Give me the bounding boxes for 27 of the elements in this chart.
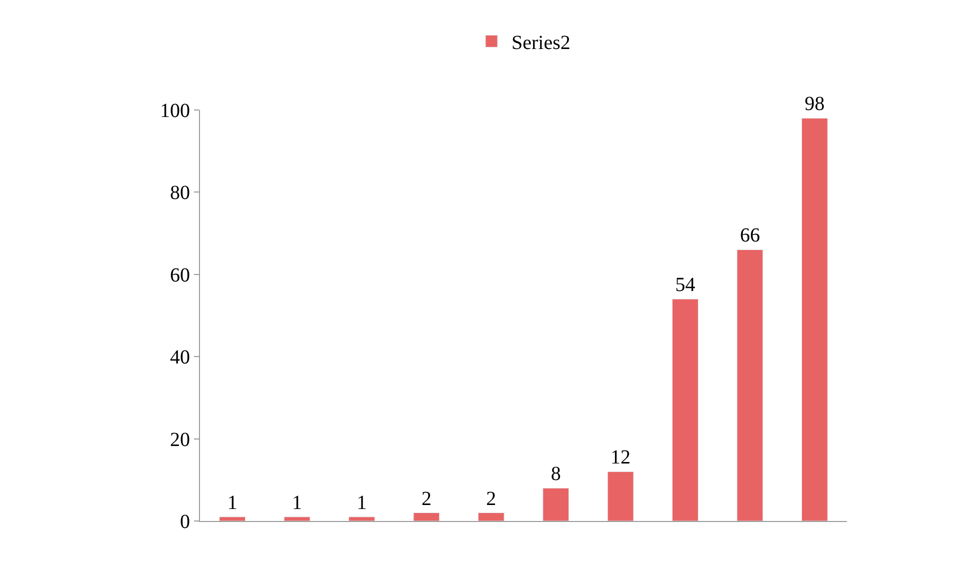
bar <box>284 516 310 521</box>
data-label: 1 <box>227 492 238 514</box>
data-label: 2 <box>486 488 496 510</box>
bar <box>478 512 504 521</box>
bar <box>348 516 375 521</box>
bar <box>413 512 440 521</box>
bar <box>801 118 828 521</box>
data-label: 66 <box>740 224 760 247</box>
data-label: 12 <box>610 446 631 469</box>
bar <box>607 471 634 521</box>
data-label: 1 <box>292 492 302 514</box>
bar <box>219 516 246 521</box>
legend-label: Series2 <box>512 32 570 54</box>
bar <box>542 488 570 521</box>
y-tick-label: 20 <box>170 428 190 451</box>
y-tick-label: 40 <box>170 346 190 369</box>
y-tick-label: 80 <box>170 182 190 204</box>
data-label: 54 <box>675 274 696 296</box>
bar <box>736 249 764 521</box>
bar <box>672 298 698 521</box>
y-tick-label: 100 <box>160 100 190 122</box>
data-label: 2 <box>421 488 432 510</box>
data-label: 8 <box>550 463 561 486</box>
data-label: 1 <box>356 492 367 514</box>
y-tick-label: 60 <box>170 264 190 286</box>
data-label: 98 <box>804 93 825 116</box>
y-tick-label: 0 <box>180 511 190 533</box>
